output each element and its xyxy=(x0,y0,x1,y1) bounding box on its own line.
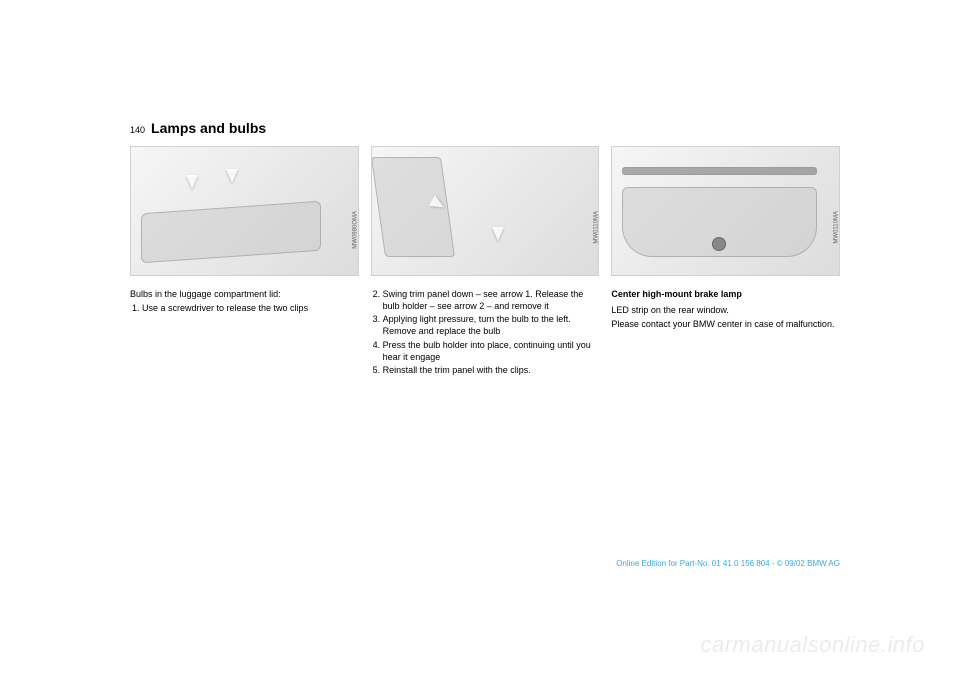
step-item: Swing trim panel down – see arrow 1. Rel… xyxy=(383,288,600,312)
column-1: MW0980OMA Bulbs in the luggage compartme… xyxy=(130,146,359,377)
body-text: LED strip on the rear window. xyxy=(611,304,840,316)
figure-trim-panel: MW0110MA xyxy=(371,146,600,276)
step-list: Swing trim panel down – see arrow 1. Rel… xyxy=(371,288,600,376)
figure-code: MW0980OMA xyxy=(352,211,359,249)
content-columns: MW0980OMA Bulbs in the luggage compartme… xyxy=(130,146,840,377)
page-number: 140 xyxy=(130,126,145,135)
figure-brake-lamp: MW0110MA xyxy=(611,146,840,276)
body-text: Please contact your BMW center in case o… xyxy=(611,318,840,330)
figure-luggage-lid-clips: MW0980OMA xyxy=(130,146,359,276)
section-heading: Center high-mount brake lamp xyxy=(611,288,840,300)
step-item: Press the bulb holder into place, contin… xyxy=(383,339,600,363)
diagram-arrow-icon xyxy=(226,169,238,183)
step-list: Use a screwdriver to release the two cli… xyxy=(130,302,359,314)
figure-code: MW0110MA xyxy=(833,211,840,244)
figure-intro-text: Bulbs in the luggage compartment lid: xyxy=(130,288,359,300)
step-item: Reinstall the trim panel with the clips. xyxy=(383,364,600,376)
watermark-text: carmanualsonline.info xyxy=(700,632,925,658)
column-2: MW0110MA Swing trim panel down – see arr… xyxy=(371,146,600,377)
footer-text: Online Edition for Part-No. 01 41 0 156 … xyxy=(616,559,840,568)
column-3: MW0110MA Center high-mount brake lamp LE… xyxy=(611,146,840,377)
diagram-panel xyxy=(141,201,321,264)
manual-page: 140 Lamps and bulbs MW0980OMA Bulbs in t… xyxy=(0,0,960,377)
step-item: Applying light pressure, turn the bulb t… xyxy=(383,313,600,337)
page-header: 140 Lamps and bulbs xyxy=(130,120,840,136)
diagram-arrow-icon xyxy=(186,175,198,189)
step-item: Use a screwdriver to release the two cli… xyxy=(142,302,359,314)
figure-code: MW0110MA xyxy=(592,211,599,244)
diagram-led-strip xyxy=(622,167,817,175)
page-title: Lamps and bulbs xyxy=(151,120,266,136)
diagram-arrow-icon xyxy=(492,227,504,241)
